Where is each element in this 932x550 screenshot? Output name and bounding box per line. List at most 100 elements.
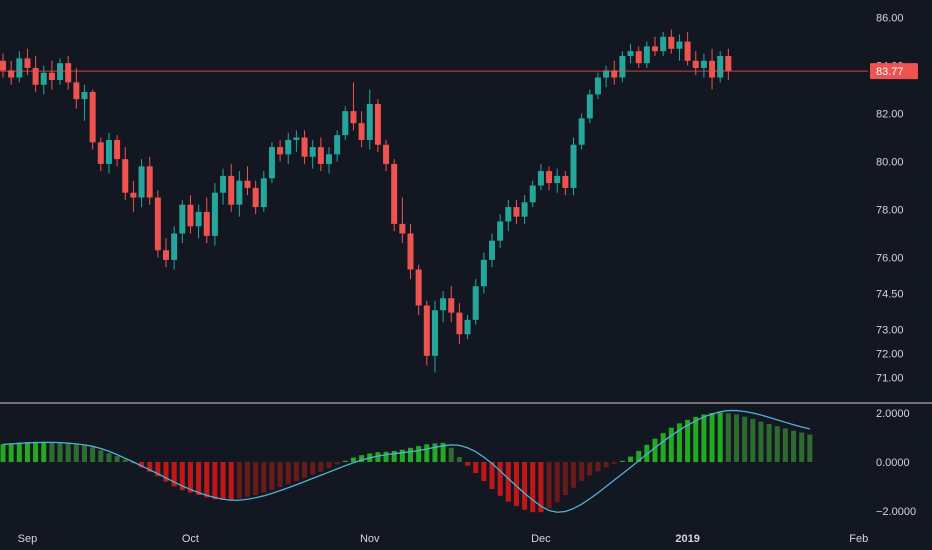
macd-histogram-bar <box>171 462 177 487</box>
price-pane[interactable] <box>0 29 868 373</box>
candle <box>594 72 601 100</box>
macd-histogram-bar <box>546 462 552 509</box>
candle <box>228 163 235 212</box>
candle-body <box>24 58 31 68</box>
candle-body <box>0 60 6 71</box>
candle <box>635 46 642 68</box>
candle <box>268 142 275 184</box>
candle <box>203 197 210 244</box>
macd-axis[interactable]: 2.0000 0.0000 −2.0000 <box>876 408 916 518</box>
candle <box>301 130 308 164</box>
candle <box>187 195 194 234</box>
candle <box>537 163 544 191</box>
candle <box>114 135 121 167</box>
macd-histogram-bar <box>293 462 299 482</box>
candle <box>171 226 178 270</box>
macd-histogram-bar <box>513 462 519 507</box>
macd-histogram-bar <box>155 462 161 477</box>
candle-body <box>179 204 186 234</box>
candle-body <box>603 70 610 78</box>
candle <box>668 29 675 54</box>
macd-histogram-bar <box>0 444 6 462</box>
macd-histogram-bar <box>709 413 715 462</box>
macd-histogram-bar <box>350 457 356 462</box>
macd-tick-label: −2.0000 <box>876 506 916 518</box>
macd-histogram-bar <box>285 462 291 485</box>
candle-body <box>163 250 169 260</box>
candle <box>497 214 504 248</box>
macd-histogram-bar <box>774 426 780 462</box>
candle-body <box>635 51 642 64</box>
candle-body <box>268 147 275 179</box>
macd-signal-line <box>2 409 811 513</box>
candle <box>611 60 618 85</box>
macd-histogram-bar <box>562 462 568 496</box>
macd-histogram-bar <box>489 462 495 489</box>
candle <box>89 89 96 150</box>
macd-pane[interactable] <box>0 409 813 513</box>
candle-body <box>448 298 455 313</box>
macd-histogram-bar <box>342 460 348 462</box>
candle-body <box>114 139 121 160</box>
candle-body <box>203 211 210 236</box>
candle-body <box>252 187 259 208</box>
candle-body <box>554 175 561 184</box>
macd-histogram-bar <box>725 413 731 462</box>
candle <box>399 197 406 244</box>
macd-histogram-bar <box>766 424 772 462</box>
candle-body <box>660 36 667 52</box>
macd-histogram-bar <box>375 452 381 462</box>
candle <box>8 60 15 85</box>
candle-body <box>480 259 487 287</box>
candle-body <box>676 41 683 49</box>
candle <box>154 190 161 258</box>
macd-histogram-bar <box>636 450 642 462</box>
candle-body <box>529 185 536 203</box>
macd-histogram-bar <box>595 462 601 472</box>
candle <box>586 89 593 124</box>
price-tick-label: 71.00 <box>876 372 904 384</box>
candle-body <box>399 223 406 234</box>
candle <box>236 171 243 217</box>
candle <box>146 156 153 205</box>
candle-body <box>195 211 202 227</box>
candle-body <box>97 142 104 164</box>
candle <box>334 130 341 162</box>
macd-histogram-bar <box>399 449 405 462</box>
macd-histogram-bar <box>668 427 674 462</box>
macd-histogram-bar <box>750 418 756 462</box>
macd-histogram-bar <box>310 462 316 475</box>
candle <box>105 132 112 174</box>
macd-histogram-bar <box>742 416 748 462</box>
candle-body <box>627 51 634 56</box>
candle <box>16 51 23 83</box>
candle-body <box>464 319 471 335</box>
macd-histogram-bar <box>187 462 193 493</box>
macd-histogram-bar <box>701 414 707 462</box>
macd-histogram-bar <box>204 462 210 498</box>
candle-body <box>211 192 218 236</box>
candle <box>505 199 512 232</box>
macd-histogram-bar <box>383 451 389 462</box>
candle <box>130 180 137 212</box>
macd-histogram-bar <box>49 442 55 462</box>
price-axis[interactable]: 86.0084.0082.0080.0078.0076.0074.5073.00… <box>870 13 918 385</box>
macd-histogram-bar <box>8 443 14 462</box>
candle <box>163 238 169 268</box>
candle <box>440 291 447 323</box>
macd-histogram-bar <box>473 462 479 474</box>
price-tick-label: 78.00 <box>876 204 904 216</box>
candle-body <box>489 240 495 260</box>
macd-histogram-bar <box>571 462 576 488</box>
candle-body <box>374 103 381 145</box>
macd-histogram-bar <box>465 462 471 466</box>
candle-body <box>391 163 398 224</box>
candle-body <box>146 166 153 198</box>
macd-histogram-bar <box>16 442 22 462</box>
candle <box>122 147 129 200</box>
candle-body <box>16 58 23 78</box>
candle-body <box>358 123 365 140</box>
time-axis[interactable]: SepOctNovDec2019FebMarApr <box>18 533 932 545</box>
